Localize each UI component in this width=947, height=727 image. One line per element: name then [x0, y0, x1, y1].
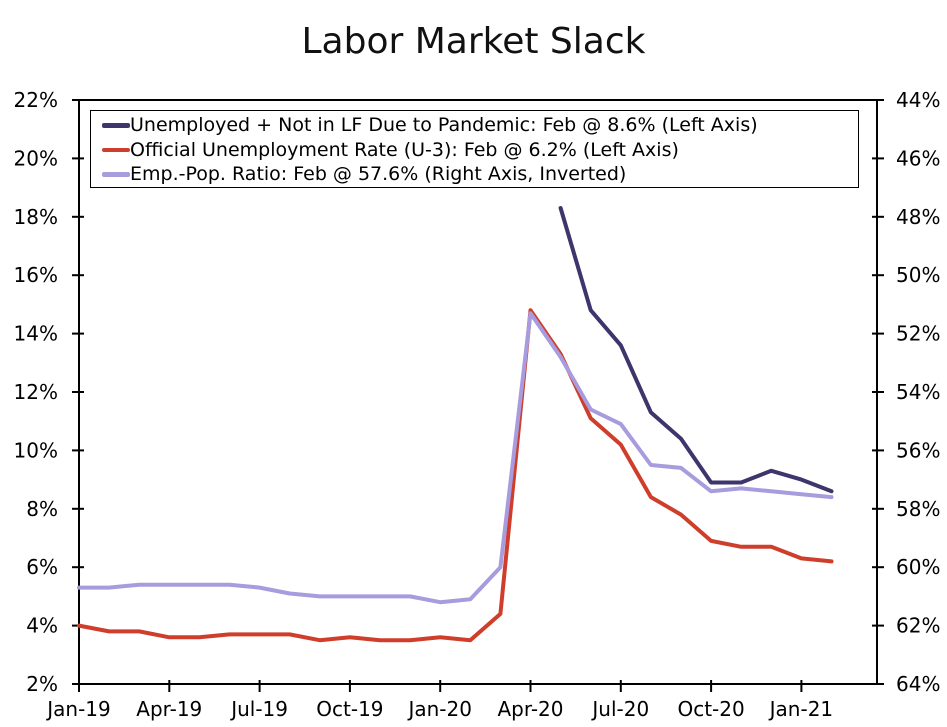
legend-line-icon: [102, 123, 130, 128]
x-axis-tick-label: Apr-19: [136, 697, 202, 721]
left-axis-tick-label: 8%: [26, 497, 58, 521]
right-axis-tick-label: 60%: [896, 555, 940, 579]
legend-item: Unemployed + Not in LF Due to Pandemic: …: [91, 113, 858, 138]
legend: Unemployed + Not in LF Due to Pandemic: …: [90, 110, 859, 188]
x-axis-tick-label: Jan-20: [406, 697, 472, 721]
legend-label: Official Unemployment Rate (U-3): Feb @ …: [130, 138, 679, 161]
x-axis-tick-label: Jan-21: [768, 697, 834, 721]
legend-item: Emp.-Pop. Ratio: Feb @ 57.6% (Right Axis…: [91, 162, 858, 187]
right-axis-tick-label: 56%: [896, 438, 940, 462]
left-axis-tick-label: 6%: [26, 555, 58, 579]
right-axis-tick-label: 58%: [896, 497, 940, 521]
right-axis-tick-label: 64%: [896, 672, 940, 696]
left-axis-tick-label: 16%: [14, 263, 58, 287]
left-axis-tick-label: 18%: [14, 205, 58, 229]
left-axis-tick-label: 10%: [14, 438, 58, 462]
chart-title: Labor Market Slack: [301, 21, 646, 62]
left-axis-tick-label: 2%: [26, 672, 58, 696]
legend-line-icon: [102, 147, 130, 152]
x-axis-tick-label: Oct-20: [677, 697, 744, 721]
right-axis-tick-label: 62%: [896, 614, 940, 638]
right-axis-tick-label: 50%: [896, 263, 940, 287]
x-axis-tick-label: Jan-19: [45, 697, 111, 721]
left-axis-tick-label: 14%: [14, 322, 58, 346]
right-axis-tick-label: 46%: [896, 146, 940, 170]
series-line-emp-pop: [77, 311, 834, 605]
x-axis-tick-label: Oct-19: [316, 697, 383, 721]
left-axis-tick-label: 12%: [14, 380, 58, 404]
left-axis-tick-label: 4%: [26, 614, 58, 638]
x-axis-tick-label: Apr-20: [498, 697, 564, 721]
legend-item: Official Unemployment Rate (U-3): Feb @ …: [91, 138, 858, 163]
right-axis-tick-label: 52%: [896, 322, 940, 346]
legend-label: Unemployed + Not in LF Due to Pandemic: …: [130, 114, 758, 137]
x-axis-tick-label: Jul-20: [590, 697, 649, 721]
legend-line-icon: [102, 172, 130, 177]
left-axis-tick-label: 22%: [14, 88, 58, 112]
right-axis-tick-label: 44%: [896, 88, 940, 112]
left-axis-tick-label: 20%: [14, 146, 58, 170]
x-axis-tick-label: Jul-19: [229, 697, 288, 721]
right-axis-tick-label: 48%: [896, 205, 940, 229]
legend-label: Emp.-Pop. Ratio: Feb @ 57.6% (Right Axis…: [130, 163, 627, 186]
right-axis-tick-label: 54%: [896, 380, 940, 404]
series-line-u3: [77, 308, 834, 643]
series-line-pandemic-slack: [558, 206, 834, 494]
